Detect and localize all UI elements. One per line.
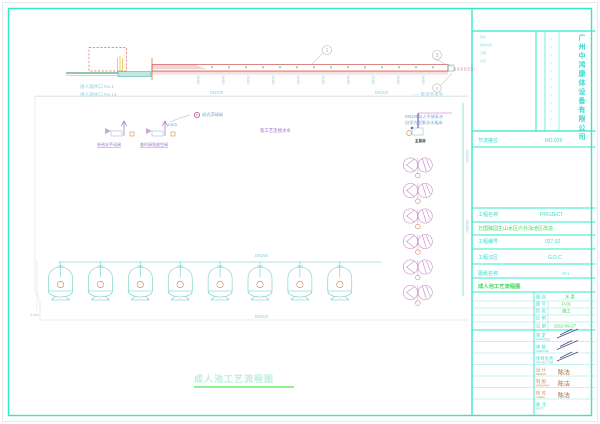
svg-text:---- 策流外水外: ---- 策流外水外 xyxy=(413,91,444,98)
svg-text:备: 备 xyxy=(578,96,587,105)
svg-text:•: • xyxy=(551,117,552,121)
svg-text:有: 有 xyxy=(579,105,586,114)
svg-text:比 例: 比 例 xyxy=(536,315,546,322)
svg-text:DN25: DN25 xyxy=(421,76,425,85)
svg-text:NOTE: NOTE xyxy=(536,406,543,410)
svg-text:3: 3 xyxy=(436,53,439,59)
svg-text:2: 2 xyxy=(436,86,439,91)
svg-text:APPROVED: APPROVED xyxy=(536,337,551,341)
svg-text:自学方型泵水水板床: 自学方型泵水水板床 xyxy=(405,119,444,126)
svg-text:DN25: DN25 xyxy=(196,76,200,85)
svg-text:图 别: 图 别 xyxy=(536,294,546,301)
svg-text:DN100溢人平放采水: DN100溢人平放采水 xyxy=(405,113,444,120)
svg-text:•: • xyxy=(551,69,552,73)
svg-text:进人观水口 No.1: 进人观水口 No.1 xyxy=(80,83,114,90)
svg-text:DN200: DN200 xyxy=(465,220,470,233)
svg-text:DN25: DN25 xyxy=(396,76,400,85)
svg-text:日期: 日期 xyxy=(480,50,486,55)
svg-text:027.02: 027.02 xyxy=(545,239,561,245)
svg-text:图纸名称: 图纸名称 xyxy=(478,270,498,277)
svg-text:进人观水口 No.14: 进人观水口 No.14 xyxy=(80,91,117,98)
svg-text:工程编号: 工程编号 xyxy=(478,238,498,245)
svg-text:PROJECT DIR.: PROJECT DIR. xyxy=(536,360,554,364)
svg-text:闭式浮球阀: 闭式浮球阀 xyxy=(202,111,223,118)
svg-text:G.D.C: G.D.C xyxy=(548,255,562,261)
svg-text:DN25: DN25 xyxy=(321,76,325,85)
svg-text:DN25: DN25 xyxy=(221,76,225,85)
svg-text:设: 设 xyxy=(579,87,587,96)
svg-text:•: • xyxy=(551,61,552,65)
svg-text:P-01: P-01 xyxy=(562,302,572,307)
svg-text:•: • xyxy=(551,85,552,89)
svg-text:DN25: DN25 xyxy=(371,76,375,85)
svg-text:客工艺连接水水: 客工艺连接水水 xyxy=(260,127,291,134)
svg-text:DN250: DN250 xyxy=(255,253,269,258)
svg-text:补给水手动阀: 补给水手动阀 xyxy=(97,141,121,147)
svg-text:NO.029: NO.029 xyxy=(545,138,562,144)
svg-text:•: • xyxy=(551,45,552,49)
svg-text:DN25: DN25 xyxy=(271,76,275,85)
svg-text:1.0m: 1.0m xyxy=(30,312,40,317)
svg-text:成人池工艺流程图: 成人池工艺流程图 xyxy=(194,373,274,384)
svg-text:限: 限 xyxy=(579,114,587,123)
svg-text:签名: 签名 xyxy=(480,58,486,63)
svg-text:鸿: 鸿 xyxy=(579,60,586,69)
svg-text:施工: 施工 xyxy=(562,308,571,315)
svg-text:DN25: DN25 xyxy=(168,123,177,127)
svg-text:阶 段: 阶 段 xyxy=(536,308,546,315)
svg-text:成人池工艺流程图: 成人池工艺流程图 xyxy=(478,282,520,290)
svg-text:•: • xyxy=(551,37,552,41)
svg-text:CHECK: CHECK xyxy=(536,395,545,399)
svg-text:陈洁: 陈洁 xyxy=(558,380,570,388)
svg-text:工程名称: 工程名称 xyxy=(478,211,498,218)
svg-text:DN100: DN100 xyxy=(375,90,389,95)
svg-text:修改内容: 修改内容 xyxy=(480,42,492,47)
svg-text:1: 1 xyxy=(326,48,329,54)
svg-text:主泵房: 主泵房 xyxy=(415,138,426,143)
svg-text:DN200: DN200 xyxy=(255,314,269,319)
svg-text:临时清洗放空阀: 临时清洗放空阀 xyxy=(140,141,168,147)
svg-text:ST1: ST1 xyxy=(562,271,570,276)
svg-text:•: • xyxy=(551,109,552,113)
svg-text:DN250: DN250 xyxy=(465,150,470,163)
svg-text:•: • xyxy=(551,77,552,81)
svg-text:DN100: DN100 xyxy=(210,90,224,95)
svg-text:PROJECT: PROJECT xyxy=(540,212,563,218)
svg-text:版本: 版本 xyxy=(480,34,486,39)
svg-text:•: • xyxy=(551,101,552,105)
svg-text:州: 州 xyxy=(578,43,586,51)
svg-text:体: 体 xyxy=(579,78,587,87)
svg-text:DN25: DN25 xyxy=(246,76,250,85)
svg-text:中: 中 xyxy=(579,51,586,60)
svg-text:公: 公 xyxy=(579,124,586,132)
svg-text:司: 司 xyxy=(579,133,586,141)
svg-text:CHECKED: CHECKED xyxy=(536,349,549,353)
svg-text:DN25: DN25 xyxy=(346,76,350,85)
svg-text:DESIGN: DESIGN xyxy=(536,372,546,376)
svg-text:•: • xyxy=(551,93,552,97)
svg-text:DRAWN BY: DRAWN BY xyxy=(536,383,550,387)
svg-text:2013-09-27: 2013-09-27 xyxy=(554,324,577,329)
svg-text:康: 康 xyxy=(579,69,587,78)
svg-text:陈洁: 陈洁 xyxy=(558,369,570,377)
svg-text:广: 广 xyxy=(579,33,586,42)
svg-text:节流槎位: 节流槎位 xyxy=(478,137,498,144)
svg-text:水 景: 水 景 xyxy=(565,294,575,301)
svg-text:DN25: DN25 xyxy=(296,76,300,85)
svg-text:陈洁: 陈洁 xyxy=(558,392,570,400)
svg-text:工程汉区: 工程汉区 xyxy=(478,254,498,261)
svg-text:•: • xyxy=(551,53,552,57)
svg-text:万国臻园生山水区户外泳池区改造: 万国臻园生山水区户外泳池区改造 xyxy=(478,225,553,232)
